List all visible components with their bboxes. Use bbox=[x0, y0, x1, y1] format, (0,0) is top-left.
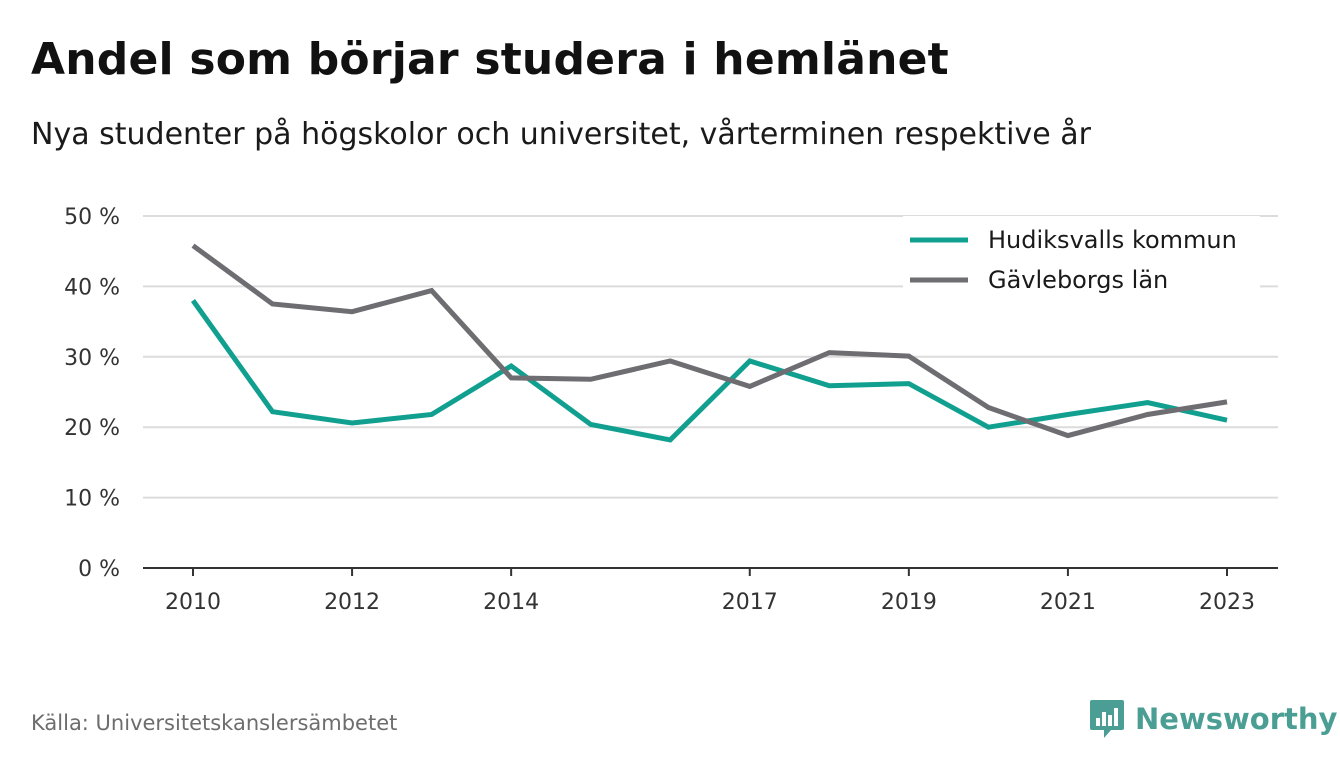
x-tick-label: 2014 bbox=[483, 590, 539, 615]
x-tick-label: 2010 bbox=[165, 590, 221, 615]
brand-name: Newsworthy bbox=[1135, 702, 1338, 736]
y-tick-label: 50 % bbox=[64, 205, 120, 230]
y-tick-label: 30 % bbox=[64, 346, 120, 371]
series-line-0 bbox=[190, 299, 1228, 443]
x-tick-label: 2023 bbox=[1199, 590, 1255, 615]
source-note: Källa: Universitetskanslersämbetet bbox=[31, 711, 398, 735]
x-tick-label: 2021 bbox=[1040, 590, 1096, 615]
chart-title: Andel som börjar studera i hemlänet bbox=[31, 34, 949, 85]
x-axis-labels: 2010 2012 2014 2017 2019 2021 2023 bbox=[165, 568, 1255, 615]
chart-subtitle: Nya studenter på högskolor och universit… bbox=[31, 117, 1091, 152]
legend-label: Hudiksvalls kommun bbox=[988, 226, 1237, 254]
y-tick-label: 20 % bbox=[64, 416, 120, 441]
x-tick-label: 2017 bbox=[722, 590, 778, 615]
x-tick-label: 2019 bbox=[881, 590, 937, 615]
line-chart: 0 % 10 % 20 % 30 % 40 % 50 % 2010 2012 2014 2017… bbox=[64, 205, 1278, 615]
y-tick-label: 0 % bbox=[78, 557, 120, 582]
legend: Hudiksvalls kommun Gävleborgs län bbox=[903, 216, 1260, 294]
y-axis-labels: 0 % 10 % 20 % 30 % 40 % 50 % bbox=[64, 205, 120, 582]
legend-label: Gävleborgs län bbox=[988, 266, 1168, 294]
legend-background bbox=[903, 216, 1260, 288]
series-lines bbox=[190, 243, 1228, 443]
newsworthy-logo-icon bbox=[1090, 700, 1124, 738]
y-tick-label: 40 % bbox=[64, 275, 120, 300]
y-tick-label: 10 % bbox=[64, 487, 120, 512]
series-line-1 bbox=[191, 243, 1228, 439]
brand-logo: Newsworthy bbox=[1089, 698, 1337, 740]
x-tick-label: 2012 bbox=[324, 590, 380, 615]
